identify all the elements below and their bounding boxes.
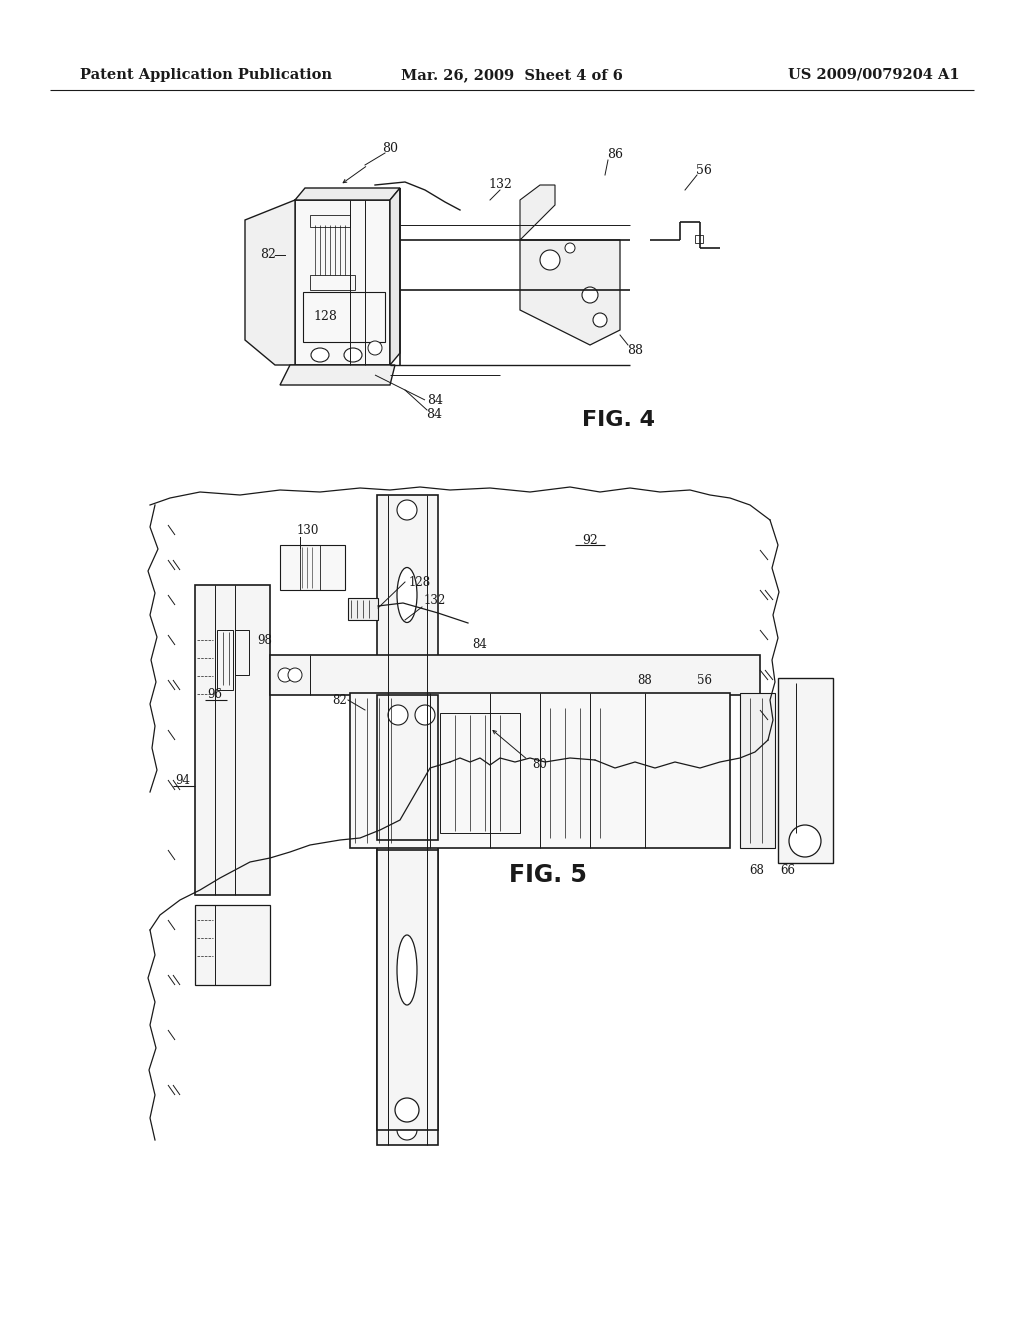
Ellipse shape: [397, 968, 417, 1023]
Text: 94: 94: [175, 774, 190, 787]
Ellipse shape: [397, 935, 417, 1005]
Bar: [778, 678, 833, 863]
Bar: [310, 215, 350, 227]
Text: 96: 96: [208, 689, 222, 701]
Bar: [695, 235, 703, 243]
Text: 132: 132: [424, 594, 446, 606]
Text: 92: 92: [582, 533, 598, 546]
Circle shape: [582, 286, 598, 304]
Bar: [350, 693, 730, 847]
Circle shape: [278, 668, 292, 682]
Polygon shape: [520, 240, 620, 345]
Text: 80: 80: [532, 759, 548, 771]
Text: 88: 88: [638, 673, 652, 686]
Polygon shape: [295, 187, 400, 201]
Circle shape: [397, 500, 417, 520]
Circle shape: [368, 341, 382, 355]
Text: 86: 86: [607, 149, 623, 161]
Text: US 2009/0079204 A1: US 2009/0079204 A1: [788, 69, 961, 82]
Ellipse shape: [311, 348, 329, 362]
Polygon shape: [520, 185, 555, 240]
Ellipse shape: [344, 348, 362, 362]
Text: 128: 128: [409, 576, 431, 589]
Polygon shape: [245, 201, 295, 366]
Bar: [310, 275, 355, 290]
Circle shape: [593, 313, 607, 327]
Text: FIG. 4: FIG. 4: [582, 411, 654, 430]
Text: 66: 66: [780, 863, 796, 876]
Bar: [270, 655, 760, 696]
Text: 56: 56: [696, 164, 712, 177]
Polygon shape: [280, 366, 395, 385]
Circle shape: [397, 1119, 417, 1140]
Text: 130: 130: [297, 524, 319, 536]
Bar: [280, 545, 345, 590]
Circle shape: [388, 705, 408, 725]
Polygon shape: [390, 187, 400, 366]
Text: Patent Application Publication: Patent Application Publication: [80, 69, 332, 82]
Text: 88: 88: [627, 343, 643, 356]
Bar: [377, 495, 438, 1144]
Bar: [303, 292, 385, 342]
Circle shape: [565, 243, 575, 253]
Text: 56: 56: [696, 673, 712, 686]
Text: Mar. 26, 2009  Sheet 4 of 6: Mar. 26, 2009 Sheet 4 of 6: [401, 69, 623, 82]
Circle shape: [395, 1098, 419, 1122]
Circle shape: [540, 249, 560, 271]
Bar: [234, 630, 249, 675]
Text: 80: 80: [382, 141, 398, 154]
Text: 84: 84: [427, 393, 443, 407]
Circle shape: [415, 705, 435, 725]
Bar: [295, 201, 390, 366]
Text: 84: 84: [426, 408, 442, 421]
Bar: [217, 630, 233, 690]
Bar: [440, 713, 520, 833]
Text: 128: 128: [313, 310, 337, 323]
Bar: [195, 585, 270, 895]
Bar: [740, 693, 775, 847]
Bar: [377, 850, 438, 1130]
Text: FIG. 5: FIG. 5: [509, 863, 587, 887]
Text: 84: 84: [472, 639, 487, 652]
Bar: [377, 696, 438, 840]
Text: 82: 82: [333, 693, 347, 706]
Circle shape: [790, 825, 821, 857]
Circle shape: [288, 668, 302, 682]
Bar: [195, 906, 270, 985]
Text: 132: 132: [488, 178, 512, 191]
Text: 68: 68: [750, 863, 765, 876]
Text: 98: 98: [258, 634, 272, 647]
Ellipse shape: [397, 568, 417, 623]
Text: 82: 82: [260, 248, 275, 261]
Bar: [348, 598, 378, 620]
